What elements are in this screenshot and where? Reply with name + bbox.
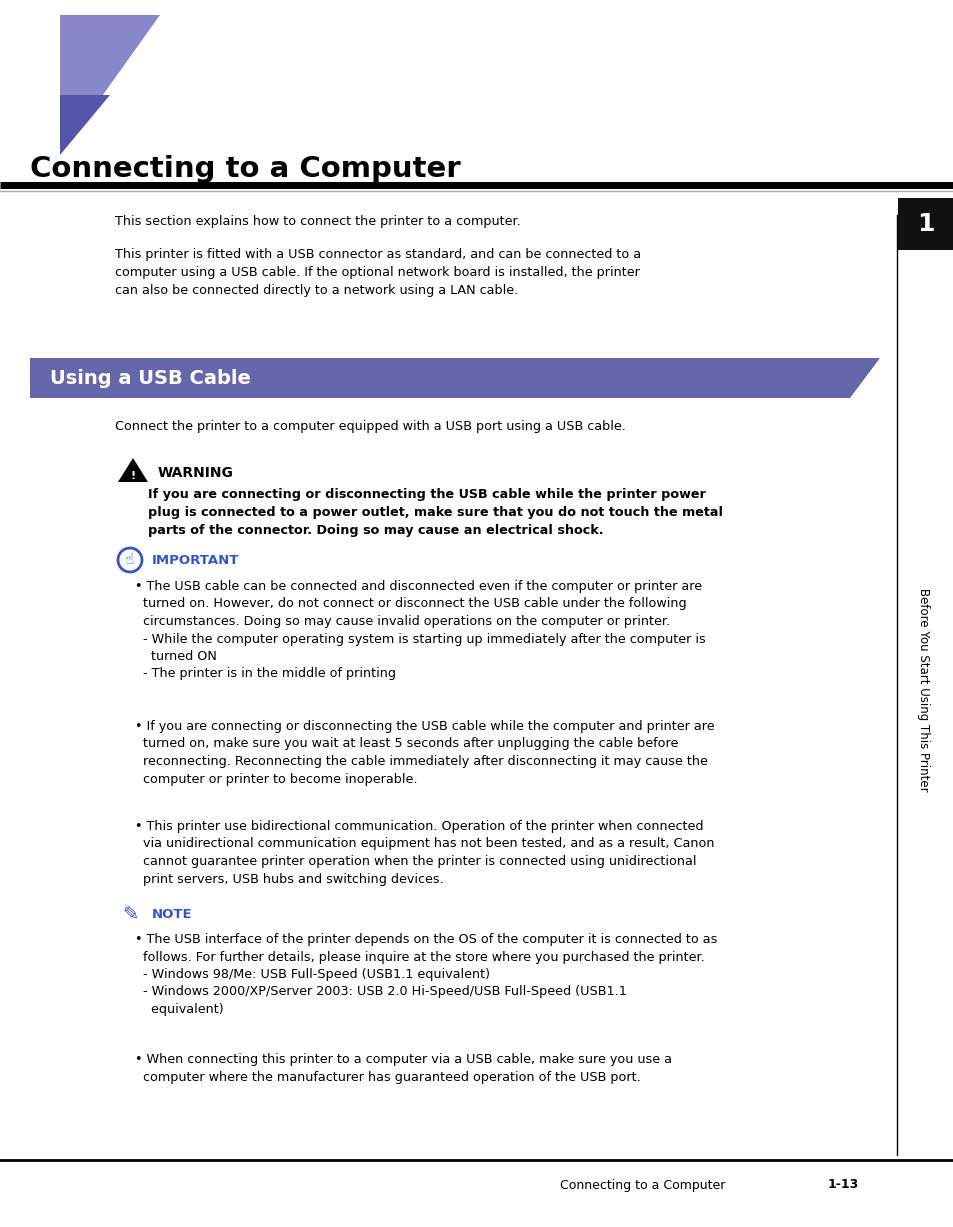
Text: Connecting to a Computer: Connecting to a Computer xyxy=(30,155,460,183)
Text: If you are connecting or disconnecting the USB cable while the printer power
plu: If you are connecting or disconnecting t… xyxy=(148,488,722,537)
Text: Using a USB Cable: Using a USB Cable xyxy=(50,368,251,388)
Text: !: ! xyxy=(131,471,135,481)
Text: • If you are connecting or disconnecting the USB cable while the computer and pr: • If you are connecting or disconnecting… xyxy=(135,720,714,785)
Text: Connect the printer to a computer equipped with a USB port using a USB cable.: Connect the printer to a computer equipp… xyxy=(115,420,625,433)
Text: ✎: ✎ xyxy=(122,906,138,924)
Text: WARNING: WARNING xyxy=(158,466,233,480)
Text: Connecting to a Computer: Connecting to a Computer xyxy=(559,1178,724,1191)
Bar xyxy=(30,358,849,398)
Polygon shape xyxy=(118,458,148,482)
Text: • This printer use bidirectional communication. Operation of the printer when co: • This printer use bidirectional communi… xyxy=(135,820,714,886)
Bar xyxy=(897,198,953,250)
Polygon shape xyxy=(60,94,110,155)
Text: NOTE: NOTE xyxy=(152,908,193,921)
Text: • The USB cable can be connected and disconnected even if the computer or printe: • The USB cable can be connected and dis… xyxy=(135,580,705,681)
Text: 1: 1 xyxy=(916,212,934,236)
Text: 1-13: 1-13 xyxy=(827,1178,859,1191)
Text: • The USB interface of the printer depends on the OS of the computer it is conne: • The USB interface of the printer depen… xyxy=(135,933,717,1016)
Polygon shape xyxy=(60,15,160,155)
Text: This printer is fitted with a USB connector as standard, and can be connected to: This printer is fitted with a USB connec… xyxy=(115,248,640,297)
Text: This section explains how to connect the printer to a computer.: This section explains how to connect the… xyxy=(115,215,520,228)
Text: ☝: ☝ xyxy=(125,552,134,568)
Text: • When connecting this printer to a computer via a USB cable, make sure you use : • When connecting this printer to a comp… xyxy=(135,1053,671,1083)
Polygon shape xyxy=(849,358,879,398)
Text: Before You Start Using This Printer: Before You Start Using This Printer xyxy=(917,588,929,791)
Text: IMPORTANT: IMPORTANT xyxy=(152,553,239,567)
